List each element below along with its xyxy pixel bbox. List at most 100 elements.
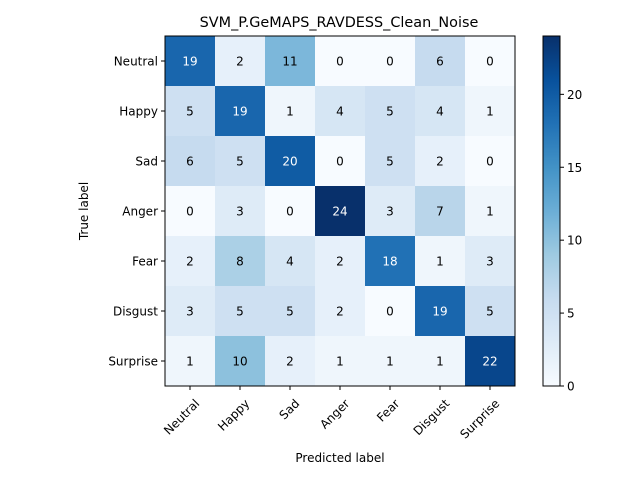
- heatmap-cell: [315, 336, 366, 387]
- cell-value-label: 4: [436, 105, 444, 119]
- cell-value-label: 5: [236, 155, 244, 169]
- cell-value-label: 11: [282, 55, 297, 69]
- y-tick-label: Happy: [119, 105, 158, 119]
- heatmap-cell: [215, 286, 266, 337]
- heatmap-cell: [165, 286, 216, 337]
- cell-value-label: 0: [336, 155, 344, 169]
- heatmap-cell: [465, 336, 516, 387]
- colorbar-tick-label: 0: [567, 380, 575, 394]
- cell-value-label: 5: [386, 155, 394, 169]
- x-tick-label: Happy: [215, 396, 252, 433]
- heatmap-cell: [165, 336, 216, 387]
- cell-value-label: 2: [286, 355, 294, 369]
- cell-value-label: 5: [186, 105, 194, 119]
- heatmap-cell: [215, 186, 266, 237]
- heatmap-cell: [215, 236, 266, 287]
- cell-value-label: 22: [482, 355, 497, 369]
- cell-value-label: 19: [232, 105, 247, 119]
- cell-value-label: 6: [186, 155, 194, 169]
- heatmap-cell: [265, 36, 316, 87]
- heatmap-cell: [465, 236, 516, 287]
- heatmap-cell: [315, 286, 366, 337]
- heatmap-cell: [165, 236, 216, 287]
- cell-value-label: 2: [336, 255, 344, 269]
- cell-value-label: 5: [486, 305, 494, 319]
- cell-value-label: 18: [382, 255, 397, 269]
- heatmap-cell: [365, 236, 416, 287]
- heatmap-cell: [265, 336, 316, 387]
- cell-value-label: 2: [236, 55, 244, 69]
- heatmap-cell: [465, 86, 516, 137]
- cell-value-label: 19: [432, 305, 447, 319]
- cell-value-label: 5: [386, 105, 394, 119]
- cell-value-label: 2: [336, 305, 344, 319]
- y-tick-label: Disgust: [113, 305, 158, 319]
- cell-value-label: 0: [386, 55, 394, 69]
- cell-value-label: 0: [336, 55, 344, 69]
- cell-value-label: 1: [186, 355, 194, 369]
- heatmap-cell: [365, 86, 416, 137]
- x-tick-label: Neutral: [161, 396, 202, 437]
- cell-value-label: 8: [236, 255, 244, 269]
- heatmap-cell: [365, 336, 416, 387]
- colorbar-tick-label: 15: [567, 161, 582, 175]
- heatmap-cell: [415, 186, 466, 237]
- chart-title: SVM_P.GeMAPS_RAVDESS_Clean_Noise: [200, 15, 479, 31]
- cell-value-label: 0: [386, 305, 394, 319]
- heatmap-cell: [365, 286, 416, 337]
- y-axis-ticks: Neutral Happy Sad Anger Fear Disgust Surprise: [108, 55, 165, 369]
- x-tick-label: Disgust: [411, 396, 453, 438]
- cell-value-label: 6: [436, 55, 444, 69]
- heatmap-cell: [415, 286, 466, 337]
- colorbar: [542, 35, 561, 387]
- colorbar-tick-label: 20: [567, 88, 582, 102]
- heatmap-cell-labels: 19 2 11 0 0 6 05 19 1 4 5 4 16 5 20 0 5 2 00 3 0 24 3 7 12 8 4 2 18 1…: [182, 55, 497, 369]
- cell-value-label: 0: [186, 205, 194, 219]
- cell-value-label: 24: [332, 205, 347, 219]
- cell-value-label: 1: [486, 105, 494, 119]
- heatmap-cell: [415, 236, 466, 287]
- cell-value-label: 4: [286, 255, 294, 269]
- cell-value-label: 1: [486, 205, 494, 219]
- heatmap-cell: [465, 186, 516, 237]
- cell-value-label: 3: [486, 255, 494, 269]
- heatmap-cell: [215, 136, 266, 187]
- x-tick-label: Anger: [317, 396, 352, 431]
- colorbar-ticks: 0 5 10 15 20: [560, 88, 582, 394]
- heatmap-cell: [415, 36, 466, 87]
- heatmap-cell: [265, 286, 316, 337]
- heatmap-cell: [465, 286, 516, 337]
- heatmap-cell: [215, 36, 266, 87]
- cell-value-label: 0: [486, 55, 494, 69]
- colorbar-tick-label: 10: [567, 234, 582, 248]
- x-tick-label: Fear: [374, 396, 402, 424]
- heatmap-cells: [165, 36, 516, 387]
- cell-value-label: 5: [236, 305, 244, 319]
- heatmap-cell: [165, 186, 216, 237]
- cell-value-label: 1: [436, 355, 444, 369]
- colorbar-tick-label: 5: [567, 307, 575, 321]
- heatmap-cell: [165, 36, 216, 87]
- heatmap-cell: [315, 136, 366, 187]
- heatmap-cell: [265, 236, 316, 287]
- cell-value-label: 3: [386, 205, 394, 219]
- y-tick-label: Neutral: [114, 55, 158, 69]
- y-tick-label: Anger: [122, 205, 158, 219]
- heatmap-cell: [265, 86, 316, 137]
- heatmap-cell: [465, 36, 516, 87]
- heatmap-cell: [215, 86, 266, 137]
- heatmap-cell: [165, 86, 216, 137]
- heatmap-cell: [315, 86, 366, 137]
- x-tick-label: Surprise: [457, 396, 502, 441]
- heatmap-cell: [315, 36, 366, 87]
- cell-value-label: 5: [286, 305, 294, 319]
- y-tick-label: Fear: [132, 255, 158, 269]
- cell-value-label: 0: [286, 205, 294, 219]
- x-axis-label: Predicted label: [295, 451, 384, 465]
- heatmap-cell: [365, 136, 416, 187]
- heatmap-cell: [365, 36, 416, 87]
- heatmap-cell: [315, 236, 366, 287]
- heatmap-cell: [265, 186, 316, 237]
- cell-value-label: 7: [436, 205, 444, 219]
